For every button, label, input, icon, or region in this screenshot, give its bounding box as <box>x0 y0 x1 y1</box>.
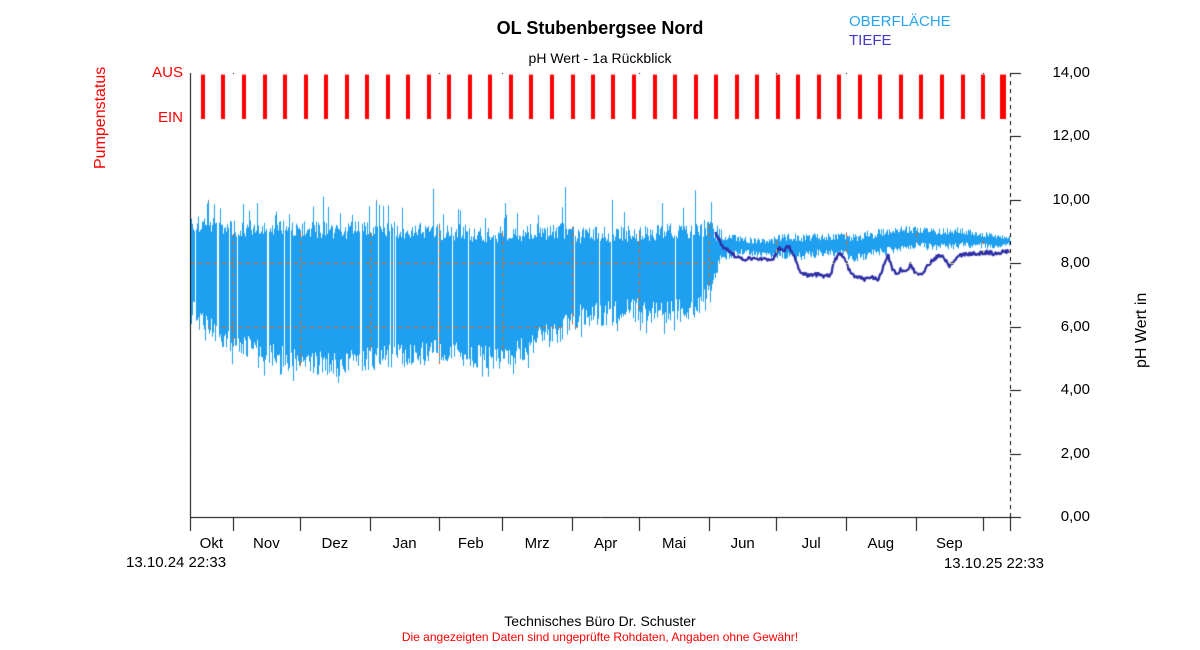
month-label: Dez <box>321 535 349 552</box>
pump-axis-title: Pumpenstatus <box>92 66 109 169</box>
pump-on-label: EIN <box>157 109 183 126</box>
month-label: Okt <box>199 535 223 552</box>
legend-item-oberflaeche: OBERFLÄCHE <box>849 13 951 30</box>
y-tick-label: 8,00 <box>1060 254 1090 272</box>
y-axis-title: pH Wert in <box>1133 292 1150 368</box>
month-label: Jul <box>801 535 821 552</box>
y-tick-label: 4,00 <box>1060 381 1090 399</box>
pump-off-label: AUS <box>152 64 183 81</box>
chart-subtitle: pH Wert - 1a Rückblick <box>528 50 672 66</box>
month-label: Aug <box>867 535 895 552</box>
month-label: Mai <box>662 535 687 552</box>
y-tick-label: 10,00 <box>1052 190 1090 208</box>
y-tick-label: 0,00 <box>1060 508 1090 525</box>
month-label: Nov <box>253 535 280 552</box>
month-label: Sep <box>935 535 963 552</box>
footer-disclaimer: Die angezeigten Daten sind ungeprüfte Ro… <box>401 630 799 644</box>
chart-title: OL Stubenbergsee Nord <box>496 18 704 38</box>
y-tick-label: 2,00 <box>1060 444 1090 462</box>
month-label: Mrz <box>524 535 550 552</box>
y-tick-label: 14,00 <box>1052 64 1090 81</box>
month-label: Apr <box>593 535 618 552</box>
legend-item-tiefe: TIEFE <box>849 32 892 49</box>
month-label: Jun <box>730 535 755 552</box>
month-label: Feb <box>457 535 484 552</box>
month-label: Jan <box>392 535 417 552</box>
chart-legend: OBERFLÄCHE TIEFE <box>849 12 951 50</box>
y-tick-label: 12,00 <box>1052 127 1090 145</box>
footer-company: Technisches Büro Dr. Schuster <box>504 613 696 629</box>
x-axis-end-date: 13.10.25 22:33 <box>943 555 1044 572</box>
y-tick-label: 6,00 <box>1060 317 1090 335</box>
x-axis-start-date: 13.10.24 22:33 <box>126 554 227 571</box>
